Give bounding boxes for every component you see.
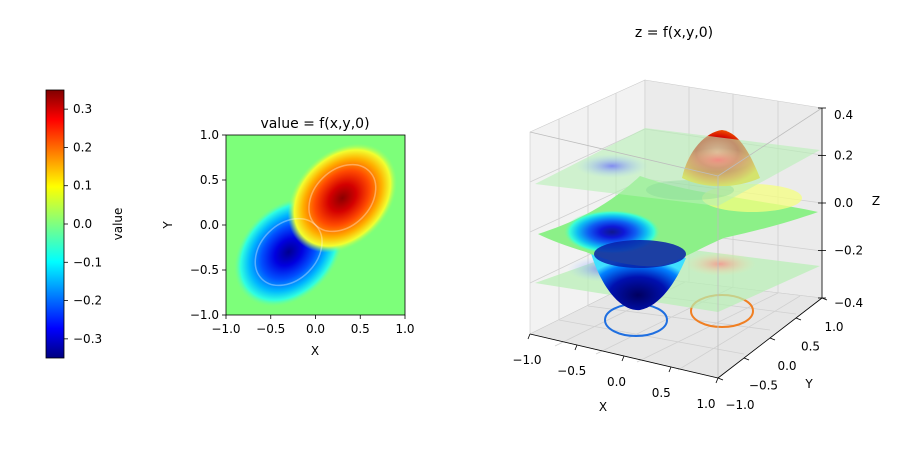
surface-z-tick-label: 0.0 xyxy=(834,196,853,210)
heatmap-maximum-blob xyxy=(287,143,397,253)
heatmap-y-tick-label: 0.5 xyxy=(200,173,219,187)
surface-chart: z = f(x,y,0) xyxy=(512,25,880,414)
colorbar-tick-label: −0.2 xyxy=(73,294,102,308)
surface-x-tick-label: 1.0 xyxy=(696,397,715,411)
surface-x-tick-mark xyxy=(621,355,625,362)
surface-y-label: Y xyxy=(804,377,813,391)
surface-y-tick-label: −0.5 xyxy=(749,379,778,393)
heatmap-title: value = f(x,y,0) xyxy=(260,116,369,132)
surface-y-tick-label: 0.0 xyxy=(777,359,796,373)
colorbar: −0.3 −0.2 −0.1 0.0 0.1 0.2 0.3 value xyxy=(45,89,125,359)
surface-x-tick-label: −1.0 xyxy=(512,353,541,367)
heatmap-y-tick-label: 1.0 xyxy=(200,128,219,142)
heatmap-extrema xyxy=(234,143,397,307)
heatmap-y-tick-label: −1.0 xyxy=(190,308,219,322)
surface-x-label: X xyxy=(599,400,607,414)
colorbar-tick-label: 0.3 xyxy=(73,102,92,116)
surface-x-tick-mark xyxy=(668,366,672,373)
surface-y-tick-label: 1.0 xyxy=(824,320,843,334)
colorbar-tick-label: 0.1 xyxy=(73,179,92,193)
surface-y-ticks: −1.0 −0.5 0.0 0.5 1.0 xyxy=(717,297,844,412)
surface-x-ticks: −1.0 −0.5 0.0 0.5 1.0 xyxy=(512,333,719,411)
heatmap-y-tick-label: 0.0 xyxy=(200,218,219,232)
heatmap-field xyxy=(226,135,405,315)
colorbar-tick-label: 0.0 xyxy=(73,217,92,231)
box-front-edges xyxy=(529,107,823,378)
surface-y-tick-mark xyxy=(717,377,724,381)
surface-x-tick-mark xyxy=(527,333,531,340)
heatmap-contours xyxy=(254,163,377,287)
colorbar-gradient xyxy=(45,89,65,359)
colorbar-ticks: −0.3 −0.2 −0.1 0.0 0.1 0.2 0.3 xyxy=(64,102,102,346)
heatmap-x-tick-label: −1.0 xyxy=(211,322,240,336)
surface-y-tick-mark xyxy=(743,357,750,361)
surface-x-tick-mark xyxy=(715,377,719,384)
heatmap-contour-negative xyxy=(254,217,323,287)
surface-z-tick-label: −0.4 xyxy=(834,296,863,310)
colorbar-tick-label: 0.2 xyxy=(73,140,92,154)
colorbar-label: value xyxy=(111,208,125,241)
surface-title: z = f(x,y,0) xyxy=(635,25,713,41)
heatmap-y-label: Y xyxy=(161,221,175,230)
surface-z-label: Z xyxy=(872,194,880,208)
surface-y-tick-label: −1.0 xyxy=(725,398,754,412)
heatmap-x-label: X xyxy=(311,344,319,358)
surface-x-tick-mark xyxy=(574,344,578,351)
surface-z-tick-label: 0.2 xyxy=(834,149,853,163)
slice-plane-upper xyxy=(535,128,820,206)
surface-x-tick-label: 0.0 xyxy=(607,375,626,389)
surface-z-tick-label: −0.2 xyxy=(834,244,863,258)
surface-x-tick-label: 0.5 xyxy=(652,386,671,400)
heatmap-contour-positive xyxy=(308,163,377,233)
heatmap-x-tick-label: 0.5 xyxy=(351,322,370,336)
heatmap-y-ticks: −1.0 −0.5 0.0 0.5 1.0 xyxy=(190,128,226,322)
heatmap-x-tick-label: −0.5 xyxy=(256,322,285,336)
surface-y-tick-mark xyxy=(795,317,802,321)
colorbar-tick-label: −0.3 xyxy=(73,332,102,346)
surface-y-tick-label: 0.5 xyxy=(801,340,820,354)
heatmap-x-tick-label: 1.0 xyxy=(395,322,414,336)
heatmap-x-ticks: −1.0 −0.5 0.0 0.5 1.0 xyxy=(211,315,415,336)
surface-z-ticks: −0.4 −0.2 0.0 0.2 0.4 xyxy=(818,107,863,310)
heatmap-chart: value = f(x,y,0) −1.0 −0.5 0.0 0.5 1.0 −1.0−… xyxy=(161,116,415,358)
surface-y-tick-mark xyxy=(769,337,776,341)
surface-z-tick-label: 0.4 xyxy=(834,108,853,122)
colorbar-tick-label: −0.1 xyxy=(73,255,102,269)
heatmap-x-tick-label: 0.0 xyxy=(306,322,325,336)
surface-x-tick-label: −0.5 xyxy=(557,364,586,378)
heatmap-y-tick-label: −0.5 xyxy=(190,263,219,277)
